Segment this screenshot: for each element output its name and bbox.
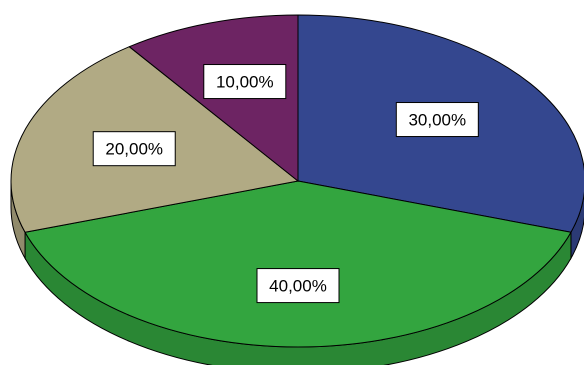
slice-label-2: 40,00%: [256, 268, 340, 304]
slice-label-box: [92, 131, 176, 167]
slice-labels: 30,00% 40,00% 20,00% 10,00%: [92, 64, 479, 304]
slice-label-text: 30,00%: [408, 111, 466, 130]
slice-label-box: [203, 64, 287, 100]
slice-label-4: 10,00%: [203, 64, 287, 100]
slice-label-text: 20,00%: [105, 140, 163, 159]
slice-label-text: 40,00%: [269, 277, 327, 296]
pie-slice-2: [24, 180, 572, 348]
slice-label-text: 10,00%: [216, 73, 274, 92]
slice-label-box: [256, 268, 340, 304]
slice-label-1: 30,00%: [395, 102, 479, 138]
slice-label-box: [395, 102, 479, 138]
slice-label-3: 20,00%: [92, 131, 176, 167]
